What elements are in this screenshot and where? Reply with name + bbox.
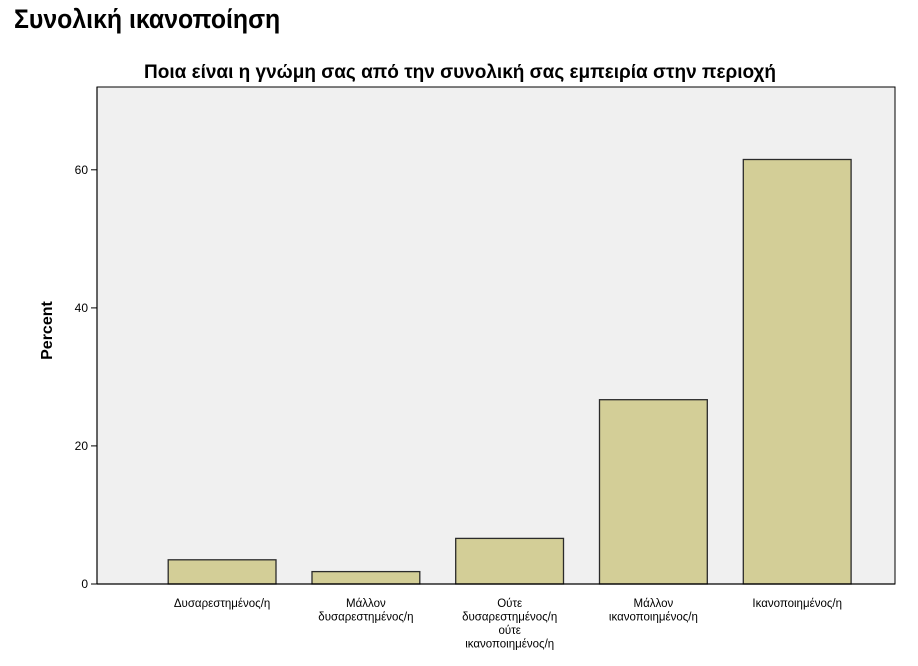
y-tick-label: 60	[75, 163, 89, 177]
x-tick-label-line: ικανοποιημένος/η	[609, 612, 698, 624]
x-tick-label-line: δυσαρεστημένος/η	[462, 612, 557, 624]
x-tick-label-line: Ούτε	[497, 598, 522, 610]
bar	[311, 570, 421, 585]
x-tick-label: Μάλλον ικανοποιημένος/η	[609, 598, 698, 624]
x-tick-label-line: ικανοποιημένος/η	[465, 639, 554, 651]
x-tick-label-line: Μάλλον	[634, 598, 674, 610]
bar	[742, 158, 852, 585]
bar	[167, 559, 277, 585]
bar	[455, 537, 565, 585]
x-tick-label-line: Ικανοποιημένος/η	[752, 598, 842, 610]
y-tick-label: 20	[75, 439, 89, 453]
bar	[598, 399, 708, 585]
x-tick-label-line: δυσαρεστημένος/η	[318, 612, 413, 624]
x-tick-label: Ούτε δυσαρεστημένος/η ούτε ικανοποιημένος/η	[462, 598, 557, 651]
x-tick-label-line: Μάλλον	[346, 598, 386, 610]
x-tick-label: Δυσαρεστημένος/η	[174, 598, 270, 610]
y-tick-label: 0	[81, 577, 88, 591]
x-tick-label: Μάλλον δυσαρεστημένος/η	[318, 598, 413, 624]
y-tick-label: 40	[75, 301, 89, 315]
y-axis-label: Percent	[39, 300, 56, 359]
x-tick-label-line: ούτε	[499, 625, 521, 637]
x-tick-label-line: Δυσαρεστημένος/η	[174, 598, 270, 610]
chart-title: Ποια είναι η γνώμη σας από την συνολική …	[144, 62, 776, 83]
page-heading: Συνολική ικανοποίηση	[14, 4, 281, 34]
x-tick-label: Ικανοποιημένος/η	[752, 598, 842, 610]
